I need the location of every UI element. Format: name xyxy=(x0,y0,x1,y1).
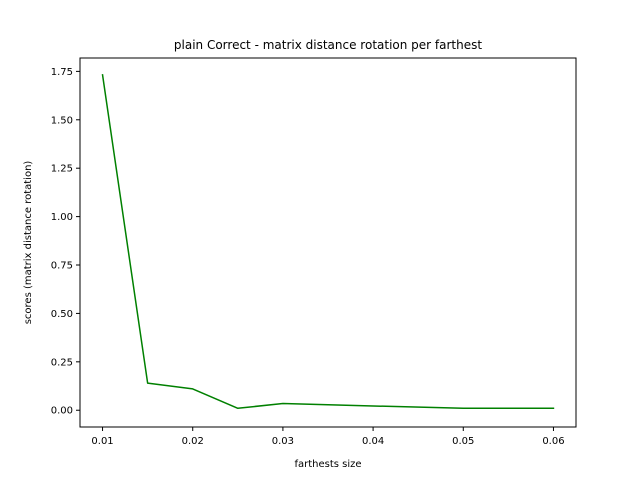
x-axis-label: farthests size xyxy=(294,459,361,470)
x-tick-label: 0.01 xyxy=(91,436,113,447)
y-axis: 0.00 0.25 0.50 0.75 1.00 1.25 1.50 1.75 xyxy=(51,67,80,417)
y-tick-label: 0.50 xyxy=(51,309,73,320)
y-tick-label: 1.25 xyxy=(51,164,73,175)
y-tick-label: 1.75 xyxy=(51,67,73,78)
chart-title: plain Correct - matrix distance rotation… xyxy=(174,38,482,52)
series-line xyxy=(101,74,555,410)
y-tick-label: 0.75 xyxy=(51,261,73,272)
y-axis-label: scores (matrix distance rotation) xyxy=(23,161,34,325)
y-tick-label: 1.50 xyxy=(51,115,73,126)
x-tick-label: 0.04 xyxy=(362,436,384,447)
x-tick-label: 0.02 xyxy=(182,436,204,447)
y-tick-label: 1.00 xyxy=(51,212,73,223)
x-tick-label: 0.05 xyxy=(452,436,474,447)
plot-frame xyxy=(79,57,577,428)
x-tick-label: 0.03 xyxy=(272,436,294,447)
x-axis: 0.01 0.02 0.03 0.04 0.05 0.06 xyxy=(91,427,565,447)
y-tick-label: 0.00 xyxy=(51,406,73,417)
plot-area xyxy=(101,74,555,410)
y-tick-label: 0.25 xyxy=(51,357,73,368)
x-tick-label: 0.06 xyxy=(542,436,564,447)
